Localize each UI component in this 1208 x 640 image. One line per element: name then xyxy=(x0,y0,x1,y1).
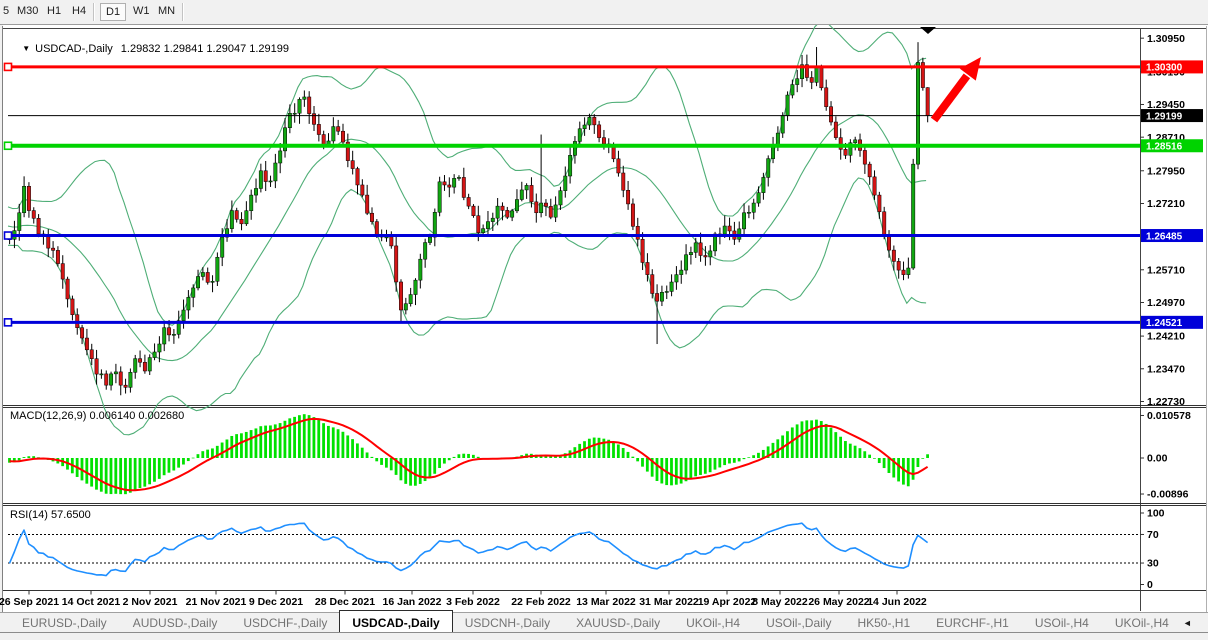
svg-text:22 Feb 2022: 22 Feb 2022 xyxy=(511,596,571,608)
svg-text:70: 70 xyxy=(1147,529,1159,541)
toolbar-separator xyxy=(93,3,95,21)
tab-ukoil-h4-2[interactable]: UKOil-,H4 xyxy=(1114,616,1169,630)
tf-button-d1[interactable]: D1 xyxy=(100,3,127,21)
tab-usoil-h4[interactable]: USOil-,H4 xyxy=(1034,616,1089,630)
rsi-panel: 100 70 30 0 xyxy=(8,508,1165,591)
svg-text:2 Nov 2021: 2 Nov 2021 xyxy=(123,596,178,608)
svg-text:0: 0 xyxy=(1147,579,1153,591)
svg-text:1.28516: 1.28516 xyxy=(1146,142,1183,153)
tab-eurchf-h1[interactable]: EURCHF-,H1 xyxy=(936,616,1009,630)
window-bottom-strip xyxy=(0,632,1208,640)
tab-usoil-daily[interactable]: USOil-,Daily xyxy=(766,616,832,630)
svg-text:3 Feb 2022: 3 Feb 2022 xyxy=(446,596,500,608)
chart-symbol-label: USDCAD-,Daily xyxy=(35,43,113,55)
tab-ukoil-h4[interactable]: UKOil-,H4 xyxy=(686,616,741,630)
svg-text:30: 30 xyxy=(1147,558,1159,570)
svg-text:9 Dec 2021: 9 Dec 2021 xyxy=(249,596,303,608)
tab-scroll-arrows: ◄ ► xyxy=(1183,613,1208,632)
svg-text:14 Jun 2022: 14 Jun 2022 xyxy=(867,596,927,608)
tf-button-m5[interactable]: 5 xyxy=(3,5,10,17)
price-badge-1.29199: 1.29199 xyxy=(1141,109,1203,122)
date-axis: 26 Sep 2021 14 Oct 2021 2 Nov 2021 21 Nov 2… xyxy=(0,591,927,608)
symbol-tab-bar: EURUSD-,Daily AUDUSD-,Daily USDCHF-,Dail… xyxy=(0,610,1208,632)
bollinger-bands xyxy=(7,20,927,436)
tf-button-m30[interactable]: M30 xyxy=(17,5,39,17)
price-badge-1.28516: 1.28516 xyxy=(1141,139,1203,153)
macd-signal-line xyxy=(9,417,929,492)
down-arrow-marker[interactable] xyxy=(920,27,936,34)
svg-text:16 Jan 2022: 16 Jan 2022 xyxy=(383,596,442,608)
svg-text:0.010578: 0.010578 xyxy=(1147,410,1191,422)
svg-text:26 Sep 2021: 26 Sep 2021 xyxy=(0,596,59,608)
svg-text:28 Dec 2021: 28 Dec 2021 xyxy=(315,596,375,608)
svg-text:1.27950: 1.27950 xyxy=(1147,165,1185,177)
tab-usdcad-daily-active[interactable]: USDCAD-,Daily xyxy=(339,610,453,632)
svg-text:13 Mar 2022: 13 Mar 2022 xyxy=(576,596,636,608)
svg-text:1.30300: 1.30300 xyxy=(1146,63,1183,74)
support-line-blue-1-handle[interactable] xyxy=(3,231,13,240)
svg-text:1.29199: 1.29199 xyxy=(1146,111,1183,122)
macd-indicator-label: MACD(12,26,9) 0.006140 0.002680 xyxy=(10,410,185,422)
macd-axis: 0.010578 0.00 -0.00896 xyxy=(1140,410,1191,501)
timeframe-toolbar: 5 M30 H1 H4 D1 W1 MN xyxy=(0,0,1208,25)
svg-text:1.24210: 1.24210 xyxy=(1147,331,1185,343)
svg-text:-0.00896: -0.00896 xyxy=(1147,489,1189,501)
horizontal-lines xyxy=(3,62,1140,327)
svg-text:1.29450: 1.29450 xyxy=(1147,99,1185,111)
svg-text:1.26485: 1.26485 xyxy=(1146,231,1183,242)
svg-text:14 Oct 2021: 14 Oct 2021 xyxy=(62,596,121,608)
tab-usdchf-daily[interactable]: USDCHF-,Daily xyxy=(243,616,328,630)
svg-text:26 May 2022: 26 May 2022 xyxy=(808,596,869,608)
tab-eurusd-daily[interactable]: EURUSD-,Daily xyxy=(22,616,107,630)
svg-text:31 Mar 2022: 31 Mar 2022 xyxy=(639,596,699,608)
svg-text:1.22730: 1.22730 xyxy=(1147,396,1185,408)
svg-text:1.25710: 1.25710 xyxy=(1147,264,1185,276)
tab-xauusd-daily[interactable]: XAUUSD-,Daily xyxy=(576,616,661,630)
price-badge-1.26485: 1.26485 xyxy=(1141,229,1203,242)
tab-audusd-daily[interactable]: AUDUSD-,Daily xyxy=(132,616,218,630)
price-axis: 1.309501.301901.294501.287101.279501.272… xyxy=(1140,33,1185,408)
price-badge-1.24521: 1.24521 xyxy=(1141,315,1203,329)
chart-ohlc-values: 1.29832 1.29841 1.29047 1.29199 xyxy=(120,43,289,55)
svg-text:1.27210: 1.27210 xyxy=(1147,198,1185,210)
svg-text:0.00: 0.00 xyxy=(1147,453,1168,465)
svg-text:1.30950: 1.30950 xyxy=(1147,33,1185,45)
svg-text:100: 100 xyxy=(1147,508,1165,520)
support-line-blue-2-handle[interactable] xyxy=(3,318,13,327)
toolbar-separator xyxy=(182,3,184,21)
svg-text:1.24521: 1.24521 xyxy=(1146,318,1183,329)
support-line-green-handle[interactable] xyxy=(3,141,13,151)
bollinger-lower-band xyxy=(7,177,927,436)
svg-text:19 Apr 2022: 19 Apr 2022 xyxy=(698,596,757,608)
svg-text:1.24970: 1.24970 xyxy=(1147,297,1185,309)
svg-text:8 May 2022: 8 May 2022 xyxy=(752,596,808,608)
tf-button-h4[interactable]: H4 xyxy=(72,5,87,17)
svg-text:1.23470: 1.23470 xyxy=(1147,363,1185,375)
chart-title: ▼ USDCAD-,Daily 1.29832 1.29841 1.29047 1.… xyxy=(10,31,289,67)
rsi-indicator-label: RSI(14) 57.6500 xyxy=(10,509,91,521)
tf-button-mn[interactable]: MN xyxy=(158,5,176,17)
tab-hk50-h1[interactable]: HK50-,H1 xyxy=(857,616,911,630)
price-badge-1.30300: 1.30300 xyxy=(1141,60,1203,74)
chart-canvas[interactable]: 1.309501.301901.294501.287101.279501.272… xyxy=(0,0,1208,612)
resistance-line-red-handle[interactable] xyxy=(3,62,13,72)
trend-arrow[interactable] xyxy=(930,57,981,123)
svg-text:21 Nov 2021: 21 Nov 2021 xyxy=(186,596,247,608)
macd-histogram xyxy=(8,414,929,495)
candlestick-series xyxy=(7,42,930,396)
tf-button-h1[interactable]: H1 xyxy=(47,5,62,17)
tf-button-w1[interactable]: W1 xyxy=(133,5,150,17)
panel-borders xyxy=(0,25,1207,612)
symbol-dropdown-icon[interactable]: ▼ xyxy=(22,44,31,53)
tab-usdcnh-daily[interactable]: USDCNH-,Daily xyxy=(464,616,551,630)
rsi-line xyxy=(8,522,929,577)
tabs-scroll-left-icon[interactable]: ◄ xyxy=(1182,617,1192,628)
